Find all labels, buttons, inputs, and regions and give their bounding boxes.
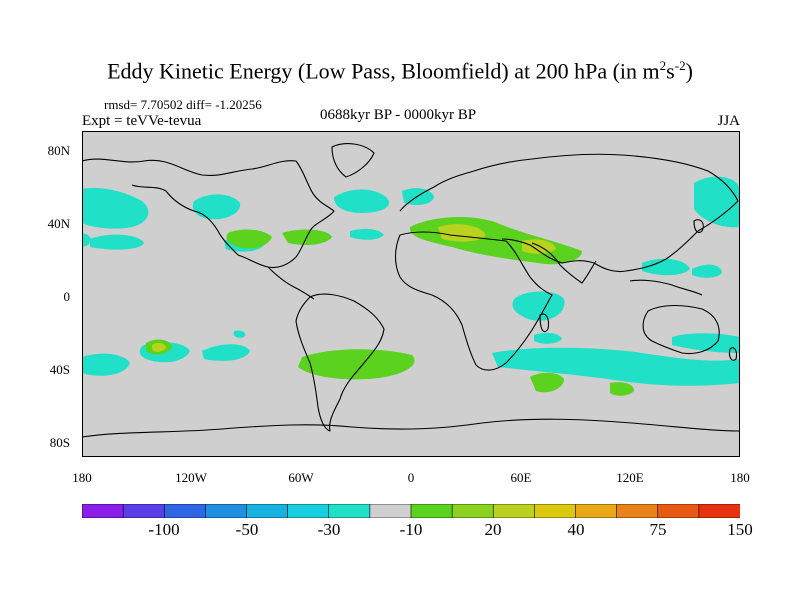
lat-tick-40n: 40N — [47, 216, 70, 231]
stats-line: rmsd= 7.70502 diff= -1.20256 — [104, 97, 262, 112]
lon-tick-60e: 60E — [510, 470, 532, 485]
colorbar-swatch — [246, 504, 289, 518]
colorbar-label: -10 — [399, 520, 423, 539]
anomaly-southern-ocean-west — [82, 353, 130, 376]
anomaly-asia-east — [642, 258, 690, 276]
coast-europe-asia — [399, 153, 739, 212]
colorbar-label: 20 — [484, 520, 502, 539]
colorbar-label: -100 — [148, 520, 180, 539]
coast-africa — [394, 231, 553, 371]
colorbar-swatch — [451, 504, 495, 518]
anomaly-south-atlantic — [298, 349, 415, 380]
colorbar-swatch — [163, 504, 207, 518]
colorbar-label: -30 — [317, 520, 341, 539]
season-label: JJA — [717, 113, 740, 129]
colorbar-label: 40 — [567, 520, 585, 539]
coast-madagascar — [539, 313, 550, 333]
coast-australia — [642, 304, 720, 355]
map-background — [82, 131, 740, 457]
coast-asia-south — [501, 200, 739, 273]
period-label: 0688kyr BP - 0000kyr BP — [320, 107, 477, 123]
lon-tick-180e: 180 — [730, 470, 750, 485]
colorbar-swatch — [616, 504, 659, 518]
anomaly-south-atlantic-small — [534, 332, 562, 344]
map-panel — [82, 131, 740, 457]
lat-tick-0: 0 — [63, 289, 71, 304]
anomaly-indian-ocean — [512, 291, 565, 321]
anomaly-mid-pacific-west — [82, 233, 91, 247]
lon-tick-0: 0 — [407, 470, 415, 485]
anomaly-west-pacific-sub — [692, 264, 722, 278]
lat-tick-80s: 80S — [49, 435, 70, 450]
colorbar-label: 75 — [649, 520, 667, 539]
colorbar-swatch — [328, 504, 371, 518]
coast-greenland — [331, 143, 375, 178]
anomaly-subtropic-pacific — [90, 234, 144, 250]
colorbar-swatch — [534, 504, 577, 518]
anomaly-south-pacific-small — [233, 330, 246, 338]
coast-antarctica — [82, 418, 740, 438]
lon-tick-120e: 120E — [616, 470, 644, 485]
coast-indonesia — [629, 279, 703, 296]
colorbar-swatch — [287, 504, 330, 518]
lon-tick-60w: 60W — [288, 470, 314, 485]
colorbar-swatch — [492, 504, 536, 518]
coast-arabia-india — [531, 242, 597, 284]
lat-tick-80n: 80N — [47, 143, 70, 158]
colorbar — [82, 504, 740, 518]
anomaly-south-indian-2 — [610, 382, 634, 396]
lon-tick-120w: 120W — [175, 470, 207, 485]
colorbar-swatch — [369, 504, 412, 518]
anomaly-southern-ocean-indian — [492, 347, 740, 386]
coast-south-america — [295, 293, 385, 432]
anomaly-north-atlantic — [334, 189, 390, 213]
colorbar-label: 150 — [727, 520, 753, 539]
anomaly-north-pacific-mid — [192, 194, 241, 220]
colorbar-label: -50 — [235, 520, 259, 539]
colorbar-swatch — [82, 504, 124, 518]
anomaly-southern-ocean-east — [672, 333, 740, 353]
colorbar-swatch — [575, 504, 618, 518]
anomaly-north-america — [226, 229, 272, 249]
map-frame — [82, 131, 740, 457]
anomaly-atlantic-mid — [350, 228, 384, 240]
colorbar-swatch — [410, 504, 453, 518]
anomaly-west-pacific-north — [694, 176, 740, 228]
coastlines — [82, 143, 740, 438]
coast-japan — [693, 219, 704, 234]
anomaly-pacific-core — [152, 342, 166, 352]
colorbar-swatch — [657, 504, 700, 518]
anomaly-south-pacific-east — [202, 344, 250, 361]
coast-north-america — [82, 158, 335, 269]
anomaly-north-pacific-east — [82, 187, 149, 229]
colorbar-swatch — [205, 504, 248, 518]
chart-title: Eddy Kinetic Energy (Low Pass, Bloomfiel… — [107, 58, 693, 84]
coast-new-zealand — [728, 347, 738, 361]
coast-central-america — [267, 266, 315, 300]
lat-tick-40s: 40S — [49, 362, 70, 377]
anomaly-arabia-core — [522, 239, 556, 254]
colorbar-swatch — [698, 504, 740, 518]
experiment-label: Expt = teVVe-tevua — [82, 113, 202, 129]
anomaly-south-indian — [530, 372, 564, 393]
lon-tick-180w: 180 — [72, 470, 92, 485]
colorbar-swatch — [122, 504, 166, 518]
